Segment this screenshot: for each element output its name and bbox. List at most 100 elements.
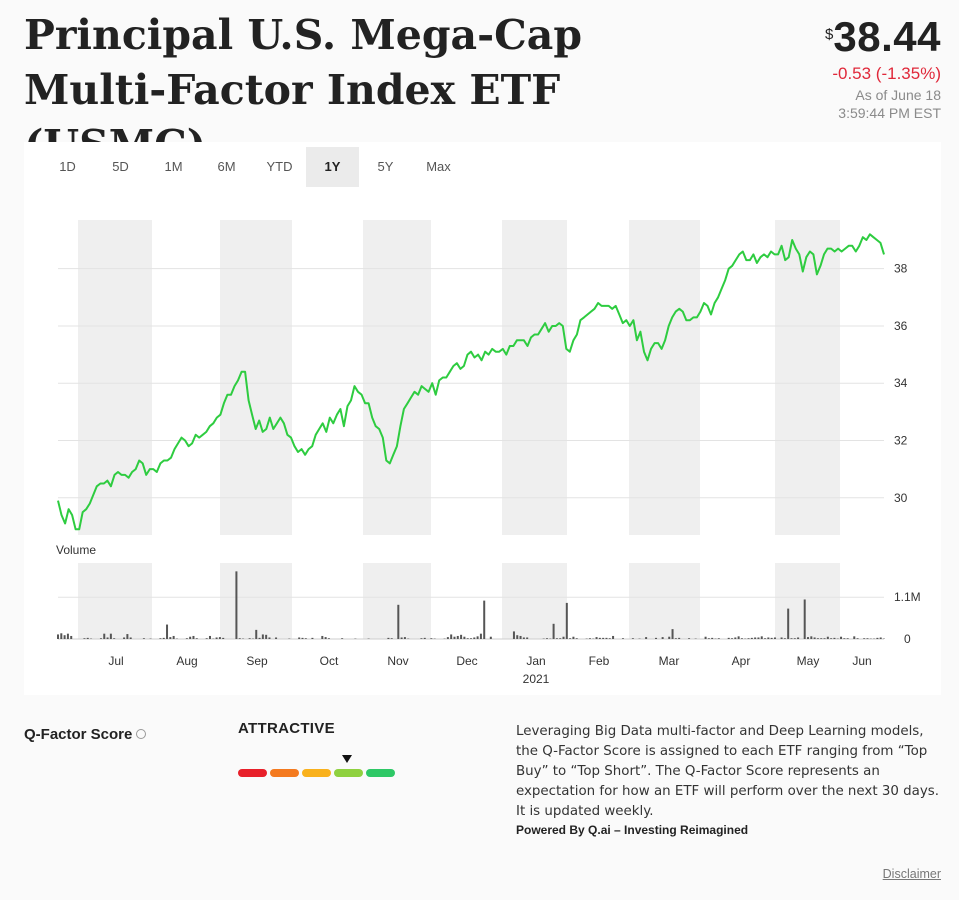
qfactor-scale <box>238 769 398 777</box>
qfactor-marker-icon <box>342 755 352 763</box>
price-chart[interactable]: 30 32 34 36 38 Volume 1.1M 0 Jul Aug Sep Oct Nov Dec J… <box>24 142 941 695</box>
tab-1m[interactable]: 1M <box>164 159 183 174</box>
tab-5y[interactable]: 5Y <box>377 159 394 174</box>
volume-bar <box>483 600 486 639</box>
volume-bar <box>192 635 195 639</box>
volume-month-band <box>363 563 431 639</box>
volume-bar <box>797 637 800 639</box>
volume-bar <box>826 636 829 639</box>
tab-1y[interactable]: 1Y <box>306 147 359 187</box>
price-tick-label: 34 <box>894 376 908 390</box>
tab-1d[interactable]: 1D <box>59 159 76 174</box>
as-of-time: 3:59:44 PM EST <box>838 105 941 121</box>
volume-title: Volume <box>56 543 96 557</box>
volume-bar <box>450 634 453 639</box>
volume-bar <box>238 638 241 639</box>
volume-bar <box>866 638 869 639</box>
volume-bar <box>783 638 786 639</box>
volume-bar <box>717 638 720 639</box>
volume-bar <box>810 636 813 639</box>
qfactor-label-text: Q-Factor Score <box>24 726 133 743</box>
volume-bar <box>275 637 278 639</box>
volume-bar <box>612 635 615 639</box>
volume-bar <box>123 637 126 639</box>
price-line: $38.44 <box>825 12 941 62</box>
price-tick-label: 36 <box>894 319 908 333</box>
volume-bar <box>820 638 823 639</box>
price-value: 38.44 <box>833 13 941 60</box>
volume-bar <box>846 638 849 639</box>
volume-bar <box>757 637 760 639</box>
volume-bar <box>674 638 677 639</box>
volume-bar <box>172 635 175 639</box>
volume-bar <box>833 637 836 639</box>
volume-bar <box>760 636 763 639</box>
tab-5d[interactable]: 5D <box>112 159 129 174</box>
tab-6m[interactable]: 6M <box>217 159 236 174</box>
volume-bar <box>113 638 116 639</box>
volume-bar <box>793 638 796 639</box>
volume-bar <box>106 637 109 639</box>
x-tick-label: Sep <box>246 654 268 668</box>
volume-bar <box>595 637 598 639</box>
tab-ytd[interactable]: YTD <box>266 159 293 174</box>
volume-bar <box>268 637 271 639</box>
volume-bar <box>526 637 529 639</box>
info-icon[interactable] <box>136 729 147 740</box>
volume-bar <box>205 638 208 639</box>
volume-bar <box>166 624 169 639</box>
x-tick-label: Oct <box>320 654 339 668</box>
volume-month-band <box>78 563 152 639</box>
volume-bar <box>387 637 390 639</box>
volume-bar <box>711 637 714 639</box>
volume-bar <box>341 638 344 639</box>
volume-bar <box>737 636 740 639</box>
volume-bar <box>671 629 674 639</box>
volume-bar <box>843 638 846 639</box>
volume-bar <box>803 599 806 639</box>
volume-bar <box>403 637 406 639</box>
volume-bar <box>473 637 476 639</box>
volume-bar <box>456 635 459 639</box>
volume-bar <box>420 638 423 639</box>
currency-symbol: $ <box>825 26 834 43</box>
disclaimer-link[interactable]: Disclaimer <box>882 867 941 881</box>
volume-bar <box>304 638 307 639</box>
volume-bar <box>298 637 301 639</box>
volume-bar <box>265 634 268 639</box>
volume-bar <box>327 638 330 639</box>
volume-bar <box>489 636 492 639</box>
volume-bar <box>575 638 578 639</box>
volume-bar <box>740 638 743 639</box>
volume-bar <box>126 634 129 639</box>
volume-bar <box>807 637 810 639</box>
volume-bar <box>631 638 634 639</box>
x-tick-label: Jan <box>526 654 545 668</box>
volume-month-band <box>220 563 292 639</box>
volume-bar <box>195 638 198 639</box>
x-tick-label: Feb <box>589 654 610 668</box>
volume-bar <box>661 637 664 639</box>
volume-bar <box>645 637 648 639</box>
volume-month-band <box>775 563 840 639</box>
volume-bar <box>60 633 63 639</box>
chart-card: 30 32 34 36 38 Volume 1.1M 0 Jul Aug Sep Oct Nov Dec J… <box>24 142 941 695</box>
volume-bar <box>218 637 221 639</box>
x-tick-label: Apr <box>732 654 751 668</box>
volume-bar <box>519 635 522 639</box>
volume-bar <box>261 634 264 639</box>
volume-bar <box>397 604 400 639</box>
price-month-band <box>502 220 567 535</box>
volume-bar <box>770 637 773 639</box>
volume-bar <box>707 638 710 639</box>
x-tick-label: May <box>797 654 820 668</box>
volume-bar <box>754 637 757 639</box>
volume-bar <box>840 636 843 639</box>
volume-bar <box>876 637 879 639</box>
volume-bar <box>572 636 575 639</box>
volume-bar <box>99 638 102 639</box>
tab-max[interactable]: Max <box>426 159 451 174</box>
volume-bar <box>704 636 707 639</box>
volume-bar <box>109 633 112 639</box>
page-title: Principal U.S. Mega-Cap Multi-Factor Ind… <box>24 11 582 169</box>
